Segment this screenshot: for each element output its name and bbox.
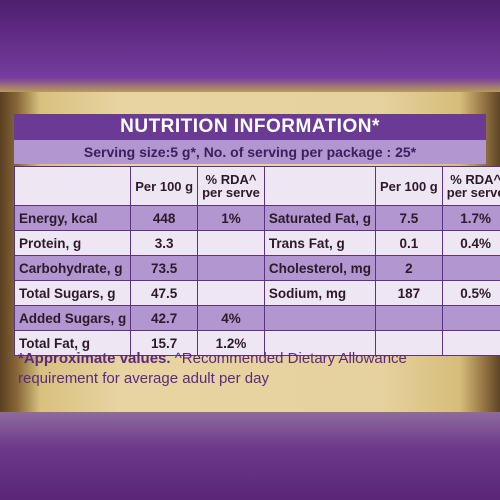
nutrient-per100: 47.5 [130, 280, 199, 306]
header-per100-left: Per 100 g [130, 166, 199, 206]
footnote-rda-note: ^Recommended Dietary Allowance [170, 350, 407, 367]
nutrient-per100: 187 [374, 280, 443, 306]
header-per100-right: Per 100 g [374, 166, 443, 206]
header-rda-left: % RDA^ per serve [197, 166, 265, 206]
nutrient-label: Sodium, mg [263, 280, 376, 306]
nutrient-label: Total Sugars, g [13, 280, 132, 306]
serving-info: Serving size:5 g*, No. of serving per pa… [14, 140, 486, 164]
header-blank-left [13, 166, 132, 206]
table-row: Protein, g 3.3 Trans Fat, g 0.1 0.4% [13, 230, 500, 256]
header-rda-right: % RDA^ per serve [441, 166, 500, 206]
empty-cell [374, 305, 443, 331]
nutrition-panel: NUTRITION INFORMATION* Serving size:5 g*… [13, 96, 500, 408]
nutrition-title: NUTRITION INFORMATION* [14, 114, 486, 140]
nutrient-per100: 73.5 [130, 255, 199, 281]
table-row: Total Fat, g 15.7 1.2% [13, 330, 500, 356]
pack-bottom-band [0, 412, 500, 500]
nutrient-label: Cholesterol, mg [263, 255, 376, 281]
nutrient-label: Trans Fat, g [263, 230, 376, 256]
empty-cell [374, 330, 443, 356]
nutrition-table: Per 100 g % RDA^ per serve Per 100 g % RD… [13, 166, 500, 356]
header-rda-left-line1: % RDA^ [205, 172, 257, 187]
empty-cell [263, 305, 376, 331]
header-rda-right-line2: per serve [446, 185, 500, 200]
pack-top-band [0, 0, 500, 92]
nutrient-per100: 15.7 [130, 330, 199, 356]
table-row: Added Sugars, g 42.7 4% [13, 305, 500, 331]
nutrient-label: Carbohydrate, g [13, 255, 132, 281]
table-row: Carbohydrate, g 73.5 Cholesterol, mg 2 [13, 255, 500, 281]
header-rda-left-line2: per serve [202, 185, 260, 200]
table-header-row: Per 100 g % RDA^ per serve Per 100 g % RD… [13, 166, 500, 206]
header-rda-right-line1: % RDA^ [450, 172, 500, 187]
empty-cell [441, 305, 500, 331]
nutrient-per100: 0.1 [374, 230, 443, 256]
nutrient-rda: 1.2% [197, 330, 265, 356]
nutrient-rda: 0.5% [441, 280, 500, 306]
nutrient-rda [197, 230, 265, 256]
nutrient-rda: 1.7% [441, 205, 500, 231]
table-row: Total Sugars, g 47.5 Sodium, mg 187 0.5% [13, 280, 500, 306]
footnote-line-1: *Approximate values. ^Recommended Dietar… [18, 350, 407, 367]
nutrient-per100: 2 [374, 255, 443, 281]
empty-cell [441, 330, 500, 356]
nutrient-rda: 4% [197, 305, 265, 331]
nutrient-label: Protein, g [13, 230, 132, 256]
nutrient-label: Saturated Fat, g [263, 205, 376, 231]
nutrient-label: Energy, kcal [13, 205, 132, 231]
nutrient-rda: 0.4% [441, 230, 500, 256]
nutrient-per100: 3.3 [130, 230, 199, 256]
nutrient-rda [441, 255, 500, 281]
nutrient-rda [197, 280, 265, 306]
footnote-approx: *Approximate values. [18, 350, 171, 367]
nutrient-per100: 7.5 [374, 205, 443, 231]
footnote-line-2: requirement for average adult per day [18, 370, 269, 387]
nutrient-rda [197, 255, 265, 281]
empty-cell [263, 330, 376, 356]
table-row: Energy, kcal 448 1% Saturated Fat, g 7.5… [13, 205, 500, 231]
nutrient-rda: 1% [197, 205, 265, 231]
nutrient-label: Added Sugars, g [13, 305, 132, 331]
header-blank-right [263, 166, 376, 206]
nutrient-per100: 448 [130, 205, 199, 231]
nutrient-per100: 42.7 [130, 305, 199, 331]
nutrient-label: Total Fat, g [13, 330, 132, 356]
